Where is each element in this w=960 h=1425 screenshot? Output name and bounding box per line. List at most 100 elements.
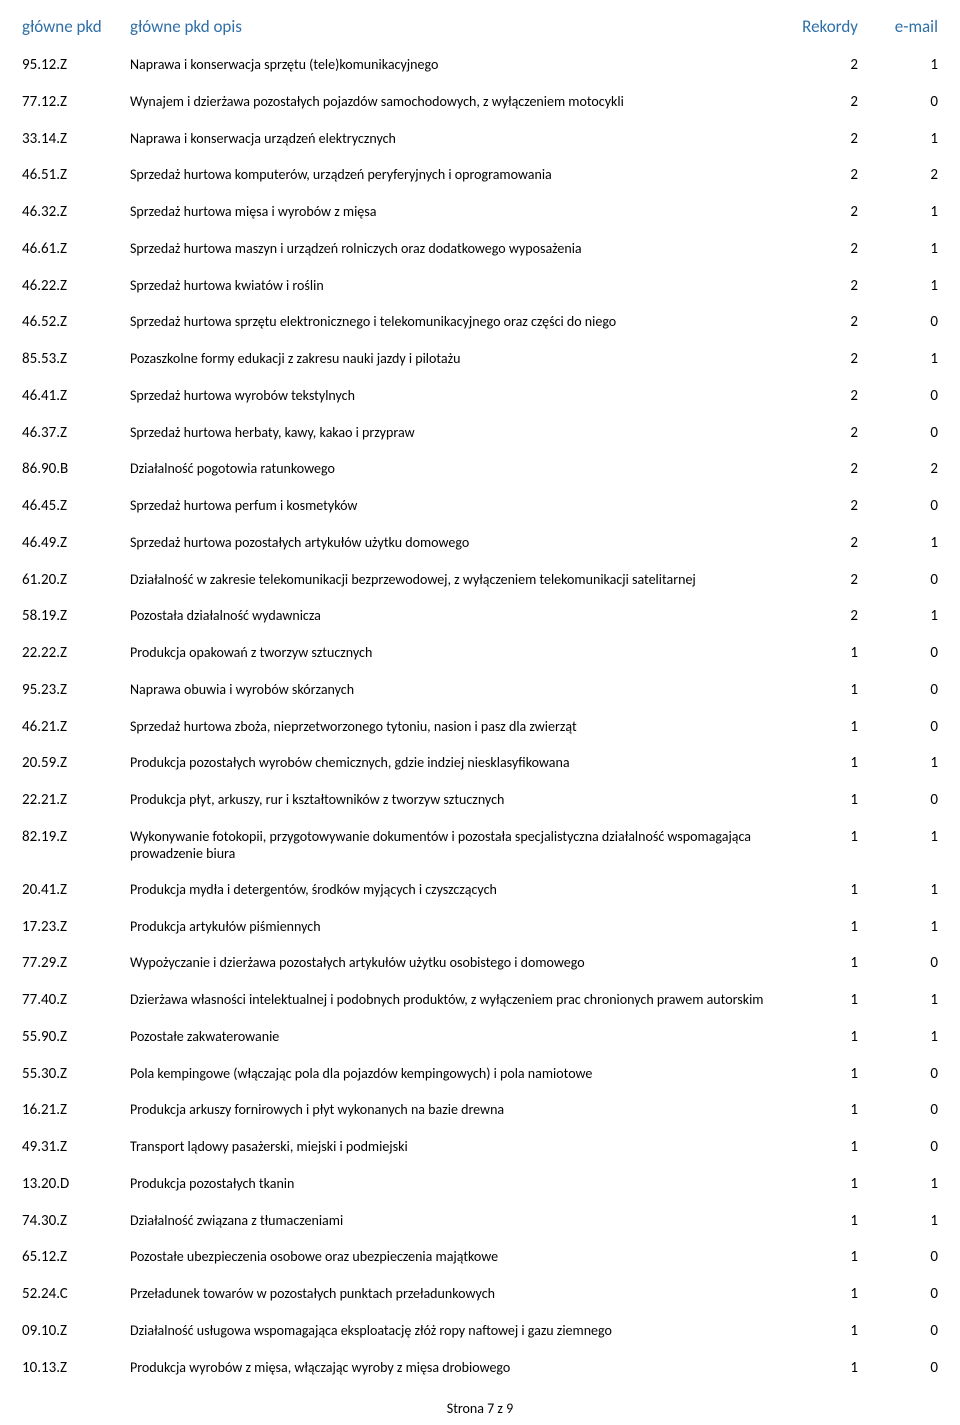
cell-records: 1 <box>774 819 864 872</box>
cell-code: 46.37.Z <box>16 415 124 452</box>
cell-records: 1 <box>774 1239 864 1276</box>
cell-desc: Produkcja opakowań z tworzyw sztucznych <box>124 635 774 672</box>
cell-code: 86.90.B <box>16 451 124 488</box>
cell-desc: Transport lądowy pasażerski, miejski i p… <box>124 1129 774 1166</box>
table-row: 77.29.ZWypożyczanie i dzierżawa pozostał… <box>16 945 944 982</box>
cell-email: 1 <box>864 231 944 268</box>
cell-records: 2 <box>774 47 864 84</box>
table-row: 55.30.ZPola kempingowe (włączając pola d… <box>16 1056 944 1093</box>
cell-email: 2 <box>864 451 944 488</box>
table-row: 85.53.ZPozaszkolne formy edukacji z zakr… <box>16 341 944 378</box>
cell-desc: Produkcja artykułów piśmiennych <box>124 909 774 946</box>
cell-desc: Wykonywanie fotokopii, przygotowywanie d… <box>124 819 774 872</box>
cell-records: 1 <box>774 635 864 672</box>
table-header-row: główne pkd główne pkd opis Rekordy e-mai… <box>16 12 944 47</box>
table-row: 46.49.ZSprzedaż hurtowa pozostałych arty… <box>16 525 944 562</box>
cell-email: 2 <box>864 157 944 194</box>
cell-code: 46.32.Z <box>16 194 124 231</box>
cell-code: 55.90.Z <box>16 1019 124 1056</box>
cell-records: 2 <box>774 84 864 121</box>
cell-code: 77.12.Z <box>16 84 124 121</box>
cell-email: 1 <box>864 598 944 635</box>
cell-email: 0 <box>864 1129 944 1166</box>
cell-records: 1 <box>774 872 864 909</box>
cell-code: 09.10.Z <box>16 1313 124 1350</box>
cell-records: 1 <box>774 745 864 782</box>
table-row: 77.12.ZWynajem i dzierżawa pozostałych p… <box>16 84 944 121</box>
cell-desc: Sprzedaż hurtowa herbaty, kawy, kakao i … <box>124 415 774 452</box>
cell-email: 0 <box>864 672 944 709</box>
table-row: 46.21.ZSprzedaż hurtowa zboża, nieprzetw… <box>16 709 944 746</box>
table-row: 46.41.ZSprzedaż hurtowa wyrobów tekstyln… <box>16 378 944 415</box>
cell-desc: Dzierżawa własności intelektualnej i pod… <box>124 982 774 1019</box>
cell-records: 2 <box>774 231 864 268</box>
cell-desc: Naprawa obuwia i wyrobów skórzanych <box>124 672 774 709</box>
cell-code: 33.14.Z <box>16 121 124 158</box>
cell-email: 1 <box>864 341 944 378</box>
cell-email: 1 <box>864 982 944 1019</box>
cell-code: 77.40.Z <box>16 982 124 1019</box>
cell-email: 0 <box>864 1092 944 1129</box>
cell-records: 1 <box>774 782 864 819</box>
cell-desc: Sprzedaż hurtowa maszyn i urządzeń rolni… <box>124 231 774 268</box>
cell-desc: Pozaszkolne formy edukacji z zakresu nau… <box>124 341 774 378</box>
cell-code: 52.24.C <box>16 1276 124 1313</box>
cell-desc: Sprzedaż hurtowa perfum i kosmetyków <box>124 488 774 525</box>
cell-code: 17.23.Z <box>16 909 124 946</box>
cell-desc: Wynajem i dzierżawa pozostałych pojazdów… <box>124 84 774 121</box>
cell-code: 82.19.Z <box>16 819 124 872</box>
cell-code: 13.20.D <box>16 1166 124 1203</box>
cell-desc: Produkcja wyrobów z mięsa, włączając wyr… <box>124 1350 774 1387</box>
cell-desc: Naprawa i konserwacja urządzeń elektrycz… <box>124 121 774 158</box>
cell-code: 10.13.Z <box>16 1350 124 1387</box>
table-row: 46.32.ZSprzedaż hurtowa mięsa i wyrobów … <box>16 194 944 231</box>
cell-email: 1 <box>864 1203 944 1240</box>
cell-code: 85.53.Z <box>16 341 124 378</box>
cell-desc: Sprzedaż hurtowa kwiatów i roślin <box>124 268 774 305</box>
cell-desc: Sprzedaż hurtowa wyrobów tekstylnych <box>124 378 774 415</box>
cell-code: 61.20.Z <box>16 562 124 599</box>
cell-code: 95.23.Z <box>16 672 124 709</box>
cell-email: 0 <box>864 1056 944 1093</box>
cell-desc: Produkcja mydła i detergentów, środków m… <box>124 872 774 909</box>
cell-desc: Produkcja pozostałych tkanin <box>124 1166 774 1203</box>
cell-email: 1 <box>864 47 944 84</box>
cell-email: 0 <box>864 635 944 672</box>
cell-records: 1 <box>774 909 864 946</box>
cell-records: 1 <box>774 1092 864 1129</box>
cell-email: 0 <box>864 304 944 341</box>
cell-records: 1 <box>774 709 864 746</box>
cell-code: 20.41.Z <box>16 872 124 909</box>
cell-desc: Sprzedaż hurtowa komputerów, urządzeń pe… <box>124 157 774 194</box>
cell-code: 74.30.Z <box>16 1203 124 1240</box>
table-row: 20.59.ZProdukcja pozostałych wyrobów che… <box>16 745 944 782</box>
cell-code: 65.12.Z <box>16 1239 124 1276</box>
cell-desc: Pozostała działalność wydawnicza <box>124 598 774 635</box>
cell-records: 2 <box>774 488 864 525</box>
table-row: 61.20.ZDziałalność w zakresie telekomuni… <box>16 562 944 599</box>
cell-records: 2 <box>774 194 864 231</box>
cell-records: 1 <box>774 1350 864 1387</box>
table-row: 65.12.ZPozostałe ubezpieczenia osobowe o… <box>16 1239 944 1276</box>
cell-email: 1 <box>864 819 944 872</box>
table-row: 17.23.ZProdukcja artykułów piśmiennych11 <box>16 909 944 946</box>
table-row: 16.21.ZProdukcja arkuszy fornirowych i p… <box>16 1092 944 1129</box>
cell-code: 20.59.Z <box>16 745 124 782</box>
cell-email: 0 <box>864 1239 944 1276</box>
cell-desc: Produkcja arkuszy fornirowych i płyt wyk… <box>124 1092 774 1129</box>
cell-code: 46.41.Z <box>16 378 124 415</box>
cell-email: 1 <box>864 745 944 782</box>
cell-records: 2 <box>774 157 864 194</box>
page-footer: Strona 7 z 9 <box>16 1400 944 1417</box>
cell-records: 1 <box>774 982 864 1019</box>
cell-desc: Sprzedaż hurtowa pozostałych artykułów u… <box>124 525 774 562</box>
cell-records: 1 <box>774 1056 864 1093</box>
table-row: 10.13.ZProdukcja wyrobów z mięsa, włącza… <box>16 1350 944 1387</box>
col-header-email: e-mail <box>864 12 944 47</box>
table-row: 74.30.ZDziałalność związana z tłumaczeni… <box>16 1203 944 1240</box>
cell-code: 77.29.Z <box>16 945 124 982</box>
cell-email: 1 <box>864 121 944 158</box>
cell-records: 1 <box>774 1313 864 1350</box>
cell-records: 1 <box>774 1166 864 1203</box>
cell-records: 1 <box>774 672 864 709</box>
